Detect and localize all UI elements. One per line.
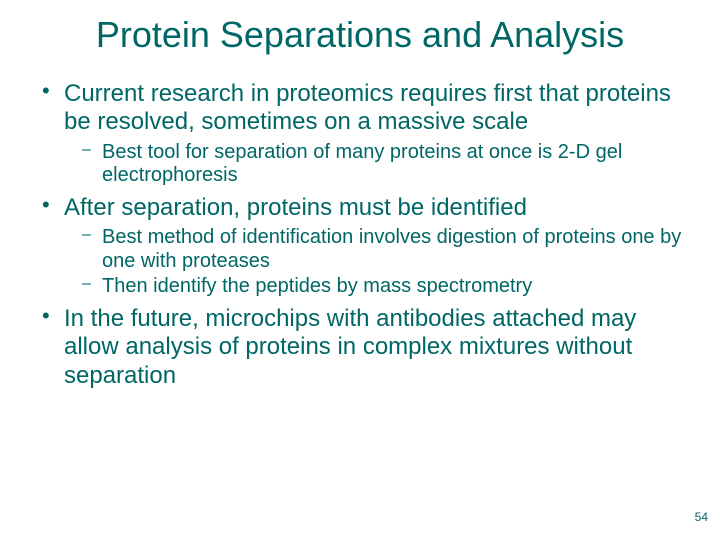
page-number: 54	[695, 510, 708, 524]
sub-item: Then identify the peptides by mass spect…	[82, 275, 690, 299]
sub-item: Best method of identification involves d…	[82, 226, 690, 273]
bullet-text: After separation, proteins must be ident…	[64, 194, 690, 222]
sub-list: Best method of identification involves d…	[64, 226, 690, 299]
slide-container: Protein Separations and Analysis Current…	[0, 0, 720, 540]
sub-item: Best tool for separation of many protein…	[82, 141, 690, 188]
bullet-list: Current research in proteomics requires …	[30, 80, 690, 390]
bullet-item-2: After separation, proteins must be ident…	[40, 194, 690, 299]
slide-title: Protein Separations and Analysis	[30, 14, 690, 56]
bullet-item-3: In the future, microchips with antibodie…	[40, 305, 690, 390]
bullet-text: Current research in proteomics requires …	[64, 80, 690, 137]
sub-text: Best tool for separation of many protein…	[102, 141, 690, 188]
sub-text: Best method of identification involves d…	[102, 226, 690, 273]
sub-list: Best tool for separation of many protein…	[64, 141, 690, 188]
bullet-text: In the future, microchips with antibodie…	[64, 305, 690, 390]
bullet-item-1: Current research in proteomics requires …	[40, 80, 690, 188]
sub-text: Then identify the peptides by mass spect…	[102, 275, 690, 299]
